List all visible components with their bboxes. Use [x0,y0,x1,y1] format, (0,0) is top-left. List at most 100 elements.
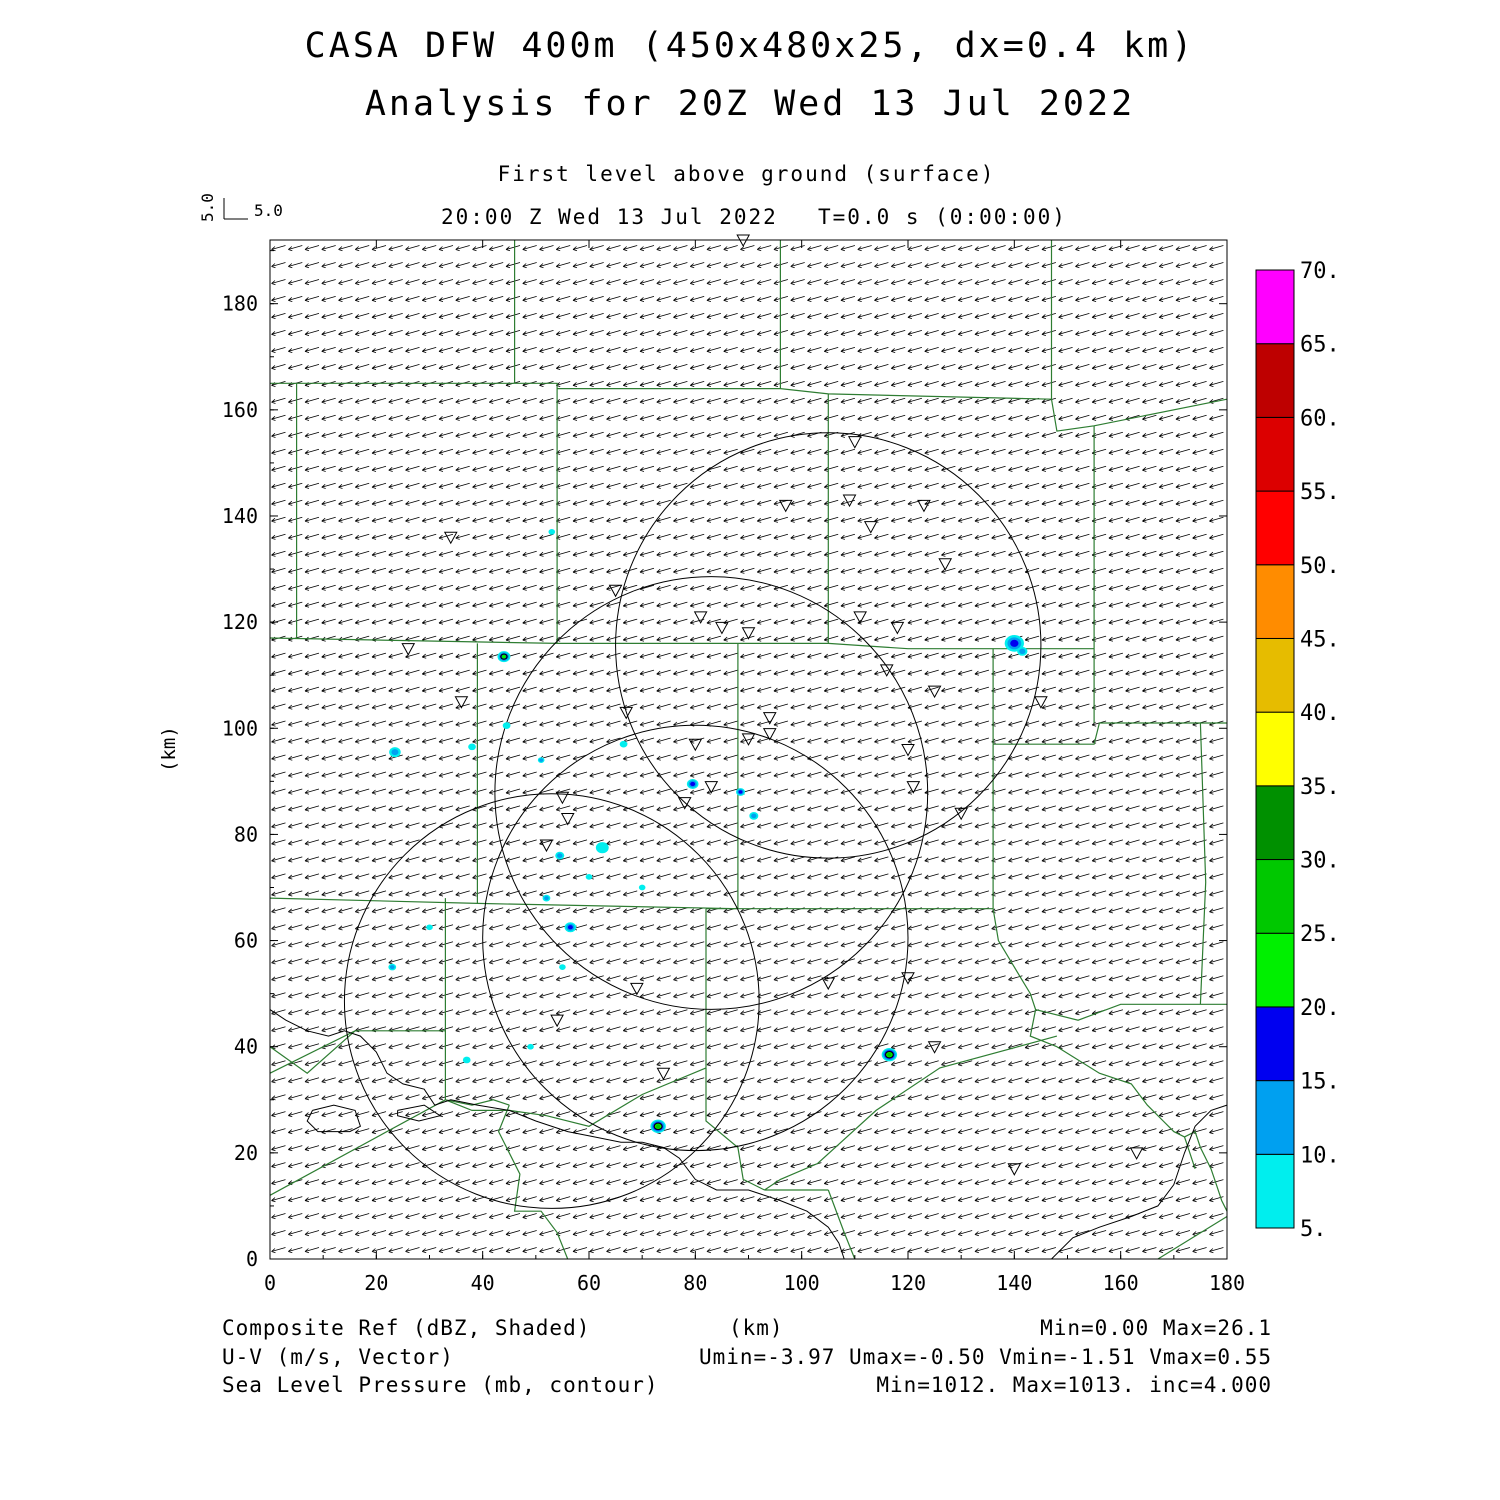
echo-contour [500,653,508,660]
county-line [1199,722,1207,1005]
colorbar-swatch [1255,785,1295,861]
x-tick-label: 80 [683,1271,707,1295]
x-tick-label: 180 [1209,1271,1245,1295]
county-boundaries [269,240,1228,1260]
station-marker [560,812,575,826]
y-tick-label: 40 [234,1035,258,1059]
county-line [269,637,1095,650]
x-tick-label: 160 [1103,1271,1139,1295]
station-marker [927,1041,942,1054]
colorbar-label: 30. [1300,849,1340,874]
station-marker [704,781,719,794]
footer-field1-stats: Min=0.00 Max=26.1 [1040,1316,1272,1340]
station-marker [954,807,969,821]
echo-level [502,722,511,729]
x-tick-label: 60 [577,1271,601,1295]
echo-level [501,654,507,659]
station-marker [401,643,416,656]
echo-level [738,790,743,794]
footer-field2-stats: Umin=-3.97 Umax=-0.50 Vmin=-1.51 Vmax=0.… [698,1345,1272,1369]
colorbar-label: 15. [1300,1070,1340,1095]
footer-field1: Composite Ref (dBZ, Shaded) [222,1316,591,1340]
echo-level [887,1052,892,1057]
station-marker [539,839,554,853]
station-marker [1007,1163,1022,1176]
reflectivity-echo [749,811,759,820]
reflectivity-echo [468,743,476,751]
echo-level [426,924,433,931]
echo-level [585,874,593,880]
station-marker [630,982,644,996]
station-marker [656,1067,671,1081]
valid-time: 20:00 Z Wed 13 Jul 2022 [441,205,778,229]
pressure-contour [306,1104,362,1133]
echo-level [539,758,544,762]
station-marker [1034,696,1048,709]
x-tick-label: 40 [471,1271,495,1295]
colorbar-label: 45. [1300,627,1340,652]
colorbar-label: 10. [1300,1143,1340,1168]
x-tick-label: 0 [264,1271,276,1295]
radar-ring [615,432,1042,859]
station-marker [443,531,458,545]
echo-level [544,896,549,901]
colorbar-swatch [1255,490,1295,566]
radar-ring [494,576,929,1010]
colorbar-swatch [1255,1006,1295,1082]
station-marker [890,621,905,635]
pressure-contour [397,1104,442,1122]
pressure-contour [1051,1104,1228,1260]
reflectivity-echo [736,788,746,796]
reflectivity-echo [638,884,646,891]
station-marker [901,744,915,757]
colorbar-swatch [1255,637,1295,713]
colorbar-label: 60. [1300,406,1340,431]
y-tick-label: 20 [234,1141,258,1165]
y-tick-label: 160 [222,398,258,422]
echo-level [751,813,757,819]
county-line [993,722,1227,745]
colorbar-label: 55. [1300,480,1340,505]
echo-level [548,529,556,535]
station-marker [555,791,570,805]
station-marker [608,584,623,598]
echo-level [638,884,646,891]
echo-level [389,965,395,970]
reflectivity-echo [686,778,699,789]
station-marker [847,436,862,449]
vector-key-symbol [223,198,248,220]
vector-key-u: 5.0 [254,201,283,220]
colorbar-swatch [1255,1153,1295,1229]
reflectivity-echo [389,747,401,758]
echo-level [527,1043,534,1050]
colorbar-swatch [1255,343,1295,418]
station-marker [863,521,878,534]
station-marker [917,499,931,513]
reflectivity-echo [426,924,433,931]
county-line [827,1189,856,1260]
level-label: First level above ground (surface) [497,162,996,186]
county-line [992,908,1227,1021]
forecast-time: T=0.0 s (0:00:00) [818,205,1067,229]
y-tick-label: 100 [222,716,258,740]
colorbar-swatch [1255,859,1295,934]
reflectivity-echo [1004,635,1024,652]
y-tick-label: 180 [222,292,258,316]
echo-level [1019,648,1026,654]
echo-level [559,964,566,970]
colorbar-label: 25. [1300,922,1340,947]
station-marker [778,499,793,513]
radar-range-rings [343,432,1042,1209]
county-line [764,1035,1058,1191]
y-tick-label: 140 [222,504,258,528]
reflectivity-echo [497,651,511,663]
reflectivity-echo [595,842,609,854]
county-line [269,1030,356,1074]
county-line [269,1099,446,1196]
footer-field3: Sea Level Pressure (mb, contour) [222,1373,659,1397]
footer-field2: U-V (m/s, Vector) [222,1345,454,1369]
reflectivity-echo [548,529,556,535]
colorbar-label: 65. [1300,333,1340,358]
footer-x-unit: (km) [729,1316,784,1340]
